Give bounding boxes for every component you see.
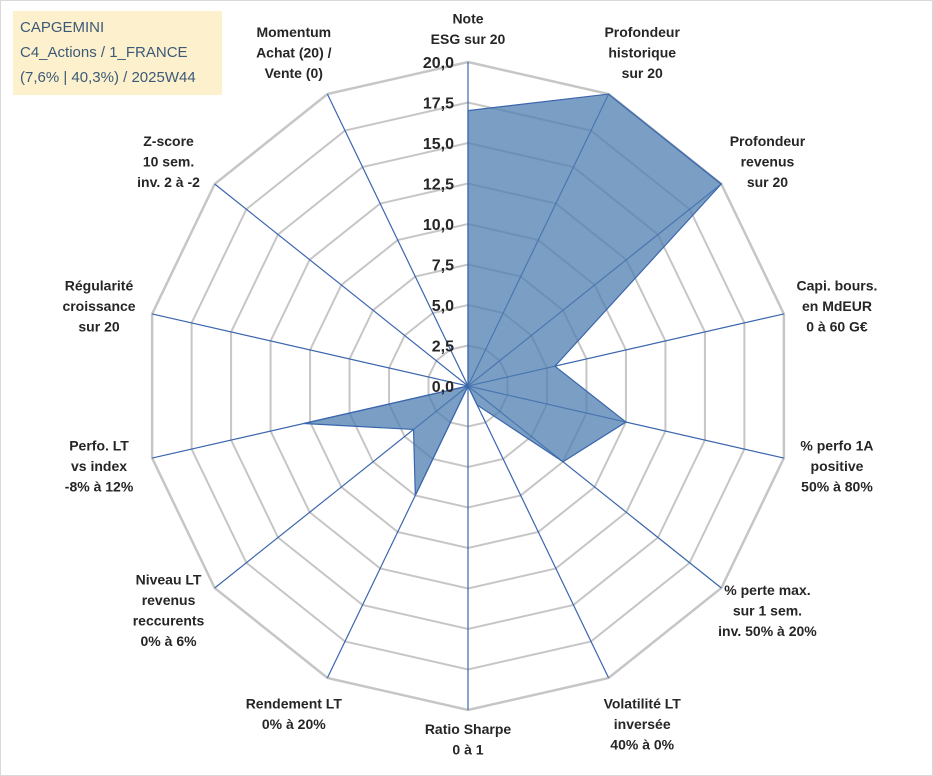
series-polygon [303, 93, 723, 496]
axis-label: % perte max. sur 1 sem. inv. 50% à 20% [718, 582, 817, 639]
tick-label: 15,0 [423, 136, 454, 153]
axis-spoke [326, 93, 469, 387]
axis-label: Perfo. LT vs index -8% à 12% [65, 438, 134, 495]
series-area [303, 93, 723, 496]
axis-label: Momentum Achat (20) / Vente (0) [256, 24, 332, 81]
axis-label: Z-score 10 sem. inv. 2 à -2 [137, 133, 200, 190]
tick-labels: 0,0 2,5 5,0 7,5 10,0 12,5 15,0 17,5 20,0 [423, 55, 454, 396]
axis-label: Niveau LT revenus reccurents 0% à 6% [133, 572, 205, 650]
tick-label: 7,5 [432, 258, 454, 275]
axis-label: Ratio Sharpe 0 à 1 [425, 721, 512, 758]
info-box: CAPGEMINI C4_Actions / 1_FRANCE (7,6% | … [13, 11, 222, 95]
axis-label: Profondeur historique sur 20 [604, 24, 680, 81]
axis-spoke [214, 183, 469, 387]
tick-label: 2,5 [432, 339, 454, 356]
info-category: C4_Actions / 1_FRANCE [20, 44, 188, 61]
axis-spoke [151, 313, 469, 387]
info-stats: (7,6% | 40,3%) / 2025W44 [20, 69, 196, 86]
axis-spoke [467, 385, 610, 679]
axis-label: Rendement LT 0% à 20% [246, 695, 343, 732]
axis-label: % perfo 1A positive 50% à 80% [800, 438, 873, 495]
tick-label: 20,0 [423, 55, 454, 72]
axis-labels: Note ESG sur 20 Profondeur historique sur 20… [62, 11, 877, 758]
axis-label: Profondeur revenus sur 20 [730, 133, 806, 190]
tick-label: 10,0 [423, 217, 454, 234]
axis-label: Capi. bours. en MdEUR 0 à 60 G€ [797, 277, 878, 334]
axis-label: Note ESG sur 20 [431, 11, 506, 48]
tick-label: 17,5 [423, 96, 454, 113]
tick-label: 5,0 [432, 298, 454, 315]
axis-label: Régularité croissance sur 20 [62, 277, 135, 334]
tick-label: 12,5 [423, 177, 454, 194]
axis-label: Volatilité LT inversée 40% à 0% [604, 695, 682, 752]
info-company: CAPGEMINI [20, 19, 105, 36]
tick-label: 0,0 [432, 379, 454, 396]
